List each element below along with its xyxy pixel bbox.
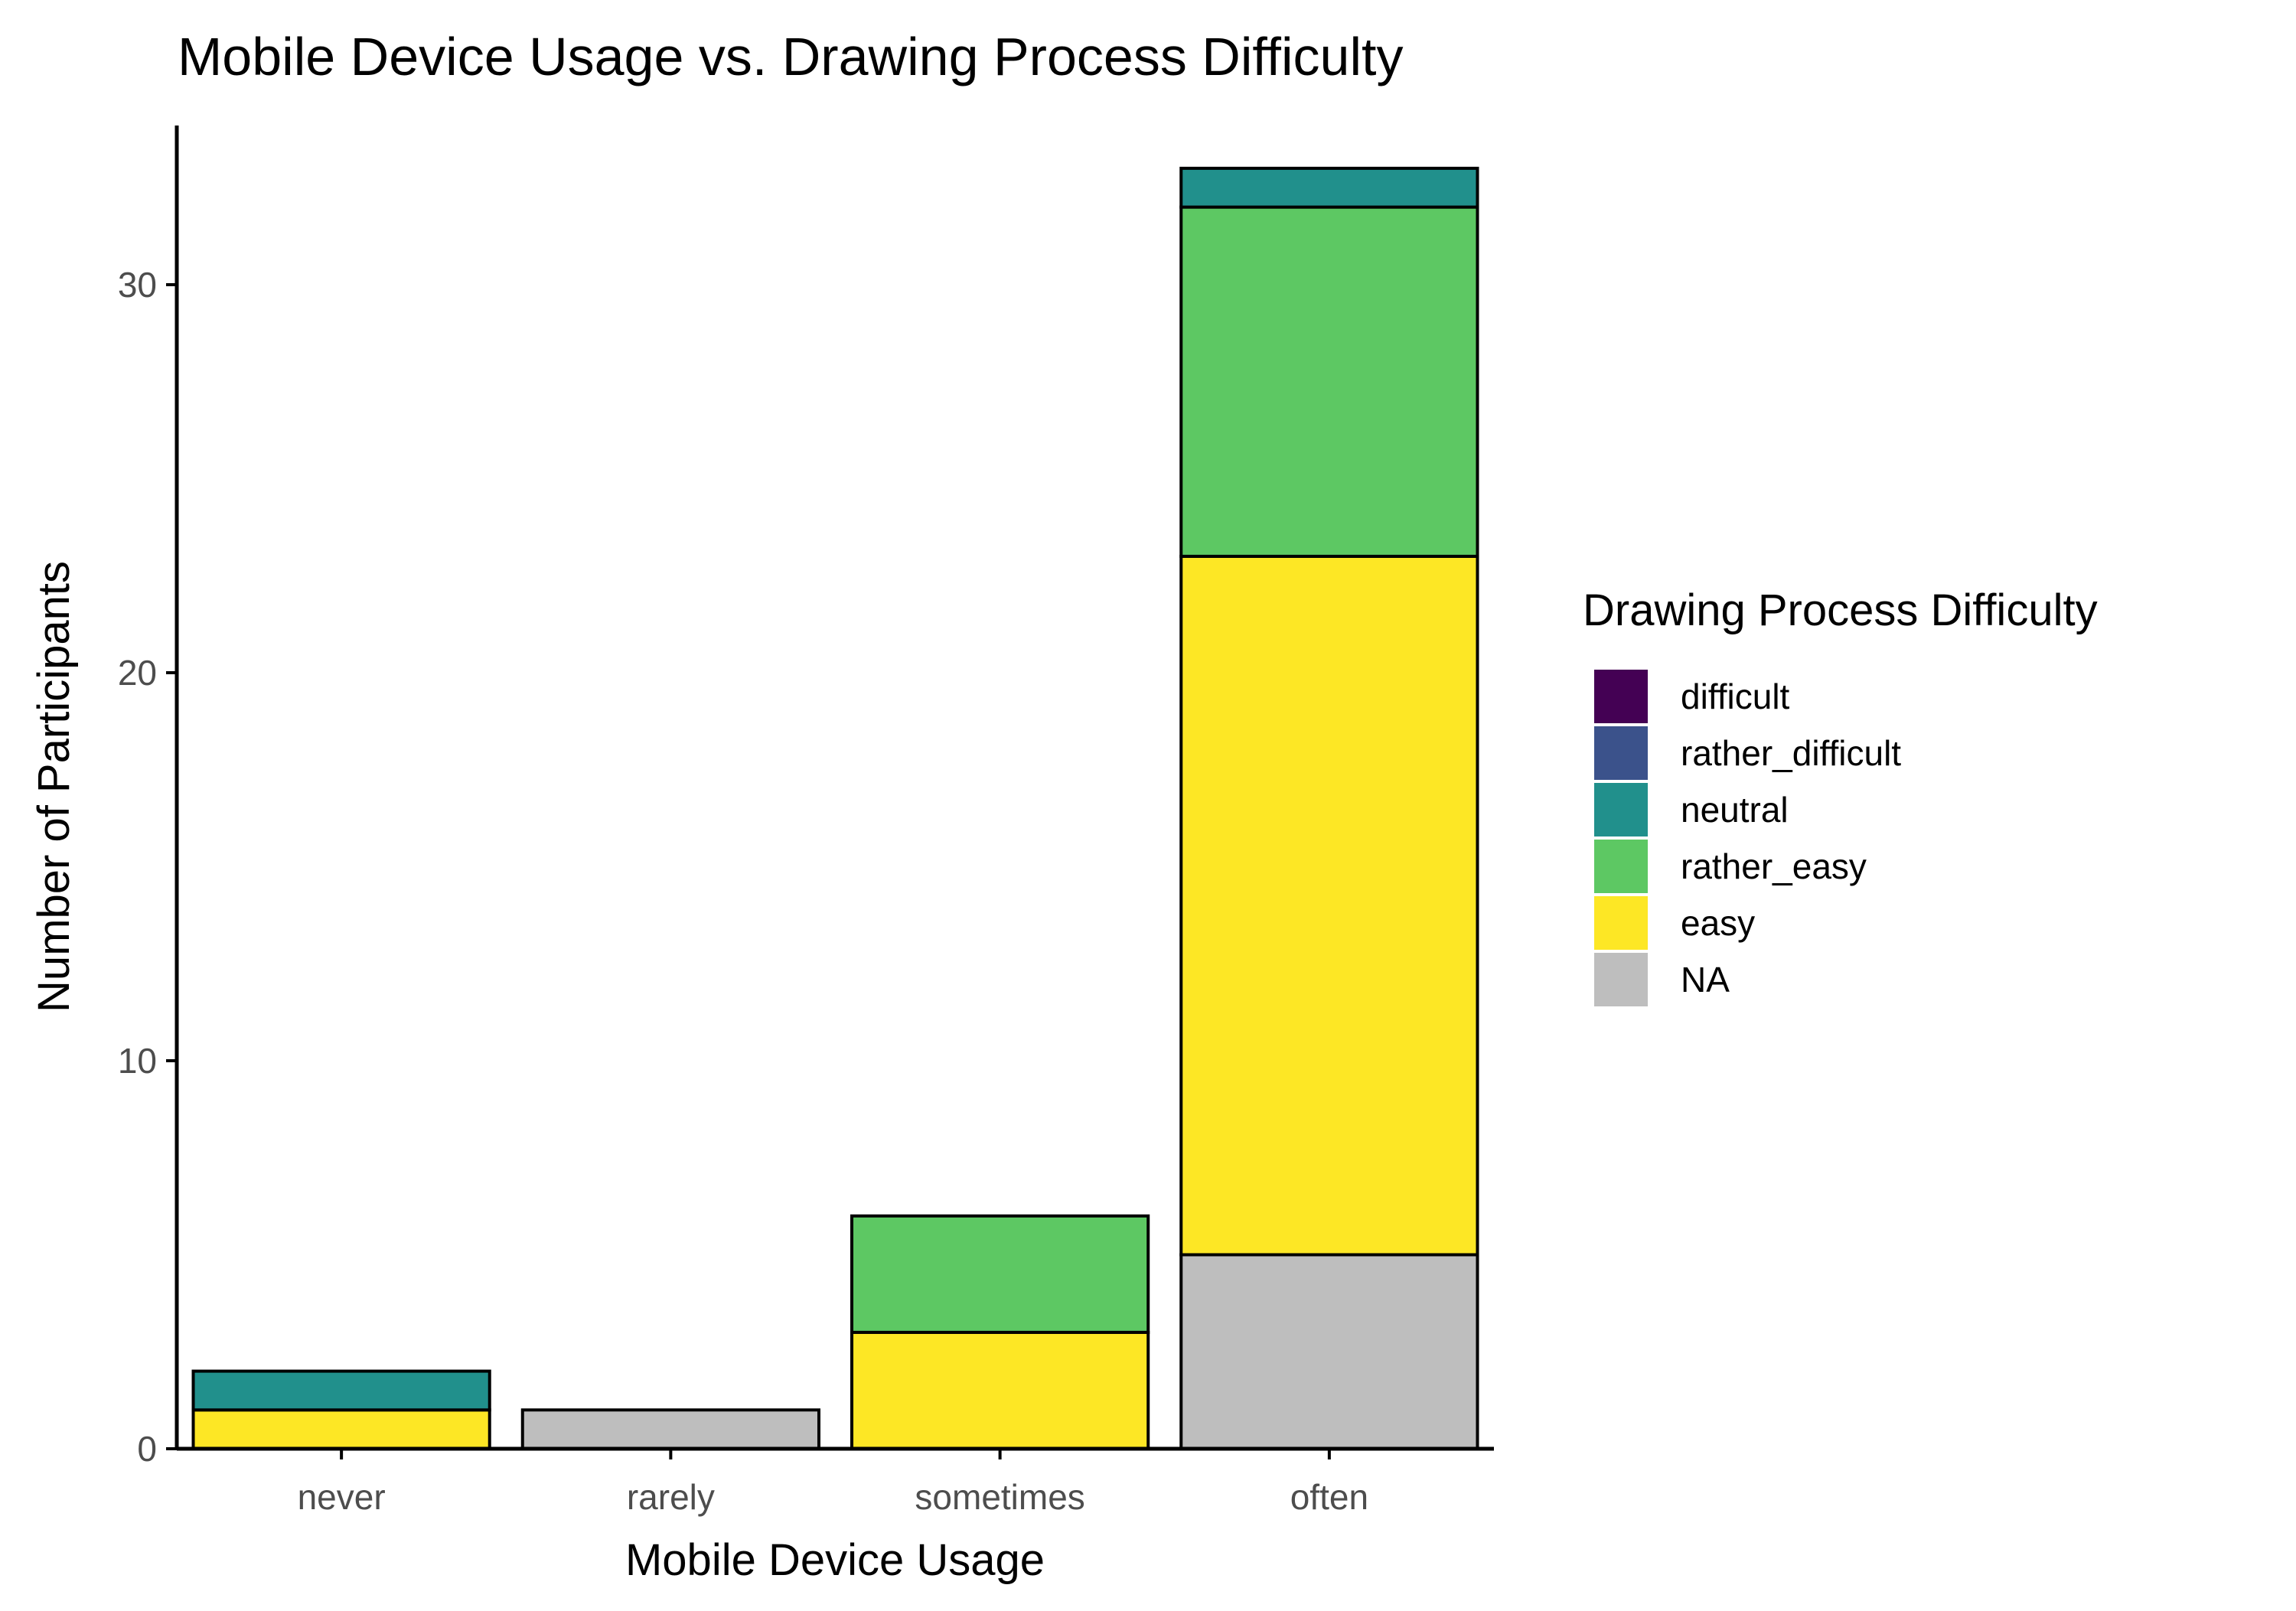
legend-label-easy: easy [1681,903,1755,943]
legend-key-neutral [1594,783,1648,836]
y-tick-label: 0 [137,1429,157,1469]
legend-label-NA: NA [1681,960,1730,1000]
x-axis-title: Mobile Device Usage [625,1535,1045,1585]
bar-often-NA [1179,1253,1479,1450]
y-axis-title: Number of Participants [29,561,79,1013]
x-tick-label-often: often [1290,1477,1368,1517]
bar-often-easy [1179,554,1479,1257]
bar-sometimes-easy [850,1330,1150,1451]
legend-label-rather_easy: rather_easy [1681,846,1867,886]
bar-often-rather_easy [1179,205,1479,558]
x-tick-label-never: never [298,1477,386,1517]
chart-title: Mobile Device Usage vs. Drawing Process … [178,27,1404,86]
y-tick-label: 10 [118,1041,157,1081]
legend-key-difficult [1594,670,1648,723]
legend-key-rather_difficult [1594,726,1648,780]
legend-title: Drawing Process Difficulty [1583,585,2098,635]
y-ticks-layer: 0 10 20 30 [118,265,177,1469]
x-ticks-layer: never rarely sometimes often [298,1449,1368,1517]
x-tick-label-sometimes: sometimes [915,1477,1084,1517]
bar-never-easy [191,1408,491,1451]
bars-layer [191,166,1479,1451]
legend-label-difficult: difficult [1681,677,1790,716]
bar-rarely-NA [520,1408,820,1451]
legend: Drawing Process Difficulty difficult rath… [1583,585,2098,1006]
y-tick-label: 30 [118,265,157,305]
bar-often-neutral [1179,166,1479,209]
bar-sometimes-rather_easy [850,1214,1150,1334]
y-tick-label: 20 [118,653,157,693]
legend-key-NA [1594,953,1648,1006]
legend-label-neutral: neutral [1681,790,1789,830]
legend-key-rather_easy [1594,840,1648,893]
legend-key-easy [1594,896,1648,950]
x-tick-label-rarely: rarely [627,1477,715,1517]
legend-label-rather_difficult: rather_difficult [1681,733,1901,773]
bar-never-neutral [191,1369,491,1412]
